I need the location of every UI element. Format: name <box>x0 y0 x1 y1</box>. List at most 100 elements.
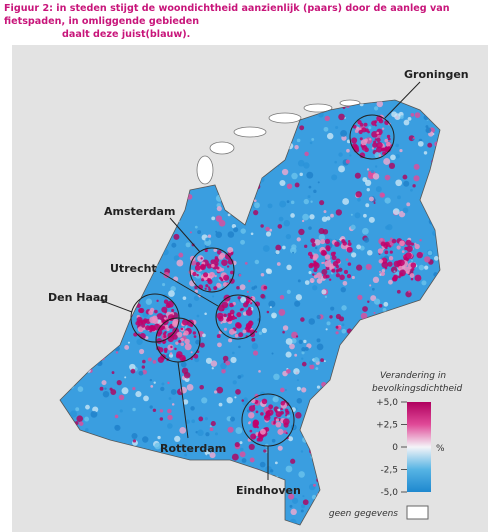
pattern-dot <box>70 410 78 418</box>
pattern-dot <box>138 348 145 355</box>
pattern-dot <box>367 249 373 256</box>
pattern-dot <box>376 137 381 143</box>
pattern-dot <box>318 234 326 241</box>
pattern-dot <box>319 200 325 206</box>
pattern-dot <box>229 302 234 308</box>
pattern-dot <box>289 343 295 350</box>
pattern-dot <box>295 294 303 301</box>
pattern-dot <box>236 286 240 290</box>
pattern-dot <box>255 410 259 414</box>
pattern-dot <box>380 147 386 152</box>
pattern-dot <box>338 152 343 157</box>
pattern-dot <box>384 174 391 181</box>
pattern-dot <box>412 137 415 140</box>
pattern-dot <box>402 174 408 180</box>
pattern-dot <box>205 432 210 437</box>
pattern-dot <box>124 376 127 379</box>
pattern-dot <box>121 387 129 395</box>
pattern-dot <box>202 272 209 278</box>
pattern-dot <box>168 290 175 297</box>
pattern-dot <box>248 443 255 450</box>
pattern-dot <box>249 457 255 463</box>
pattern-dot <box>284 408 289 413</box>
pattern-dot <box>248 405 256 412</box>
pattern-dot <box>260 224 264 228</box>
pattern-dot <box>168 397 172 400</box>
pattern-dot <box>329 315 333 319</box>
pattern-dot <box>424 265 429 270</box>
pattern-dot <box>388 279 393 285</box>
pattern-dot <box>371 120 377 126</box>
pattern-dot <box>423 151 428 155</box>
pattern-dot <box>347 240 351 243</box>
pattern-dot <box>174 347 177 351</box>
pattern-dot <box>398 259 405 266</box>
legend-bar <box>407 402 431 492</box>
pattern-dot <box>325 274 330 279</box>
legend-unit: % <box>436 444 445 454</box>
pattern-dot <box>291 172 298 180</box>
pattern-dot <box>253 436 256 439</box>
pattern-dot <box>313 267 318 273</box>
pattern-dot <box>279 179 286 186</box>
pattern-dot <box>167 408 172 414</box>
pattern-dot <box>309 360 314 365</box>
pattern-dot <box>410 259 414 262</box>
pattern-dot <box>170 286 176 292</box>
pattern-dot <box>285 351 292 358</box>
pattern-dot <box>347 262 352 266</box>
caption-line: Figuur 2: in steden stijgt de woondichth… <box>4 3 450 27</box>
pattern-dot <box>223 274 230 281</box>
pattern-dot <box>340 129 348 137</box>
pattern-dot <box>266 310 270 314</box>
pattern-dot <box>392 208 400 216</box>
pattern-dot <box>167 381 170 385</box>
pattern-dot <box>350 224 356 230</box>
pattern-dot <box>346 139 351 144</box>
pattern-dot <box>297 159 305 167</box>
pattern-dot <box>211 263 215 268</box>
pattern-dot <box>193 295 200 301</box>
pattern-dot <box>170 345 173 349</box>
pattern-dot <box>290 458 296 464</box>
pattern-dot <box>371 287 375 291</box>
pattern-dot <box>368 126 372 130</box>
pattern-dot <box>193 335 197 338</box>
pattern-dot <box>214 432 218 436</box>
pattern-dot <box>294 145 299 150</box>
pattern-dot <box>221 369 226 374</box>
pattern-dot <box>215 231 223 238</box>
pattern-dot <box>277 408 281 412</box>
pattern-dot <box>403 180 410 187</box>
pattern-dot <box>161 382 165 386</box>
pattern-dot <box>164 324 169 329</box>
pattern-dot <box>290 508 297 516</box>
pattern-dot <box>399 240 405 247</box>
pattern-dot <box>342 241 347 246</box>
pattern-dot <box>196 273 199 277</box>
pattern-dot <box>234 396 237 399</box>
pattern-dot <box>318 228 325 235</box>
pattern-dot <box>239 284 246 291</box>
pattern-dot <box>85 404 90 410</box>
pattern-dot <box>182 399 189 405</box>
pattern-dot <box>312 256 318 261</box>
pattern-dot <box>216 312 224 320</box>
pattern-dot <box>213 286 218 291</box>
pattern-dot <box>275 244 282 251</box>
pattern-dot <box>246 290 249 293</box>
pattern-dot <box>163 332 167 336</box>
pattern-dot <box>324 254 331 260</box>
pattern-dot <box>323 126 329 132</box>
pattern-dot <box>301 361 307 367</box>
pattern-dot <box>164 349 168 354</box>
pattern-dot <box>197 429 204 437</box>
pattern-dot <box>156 299 159 302</box>
pattern-dot <box>320 239 326 245</box>
pattern-dot <box>300 450 304 453</box>
pattern-dot <box>260 272 265 277</box>
pattern-dot <box>228 338 233 343</box>
pattern-dot <box>330 213 334 218</box>
pattern-dot <box>316 385 321 389</box>
pattern-dot <box>425 127 432 134</box>
